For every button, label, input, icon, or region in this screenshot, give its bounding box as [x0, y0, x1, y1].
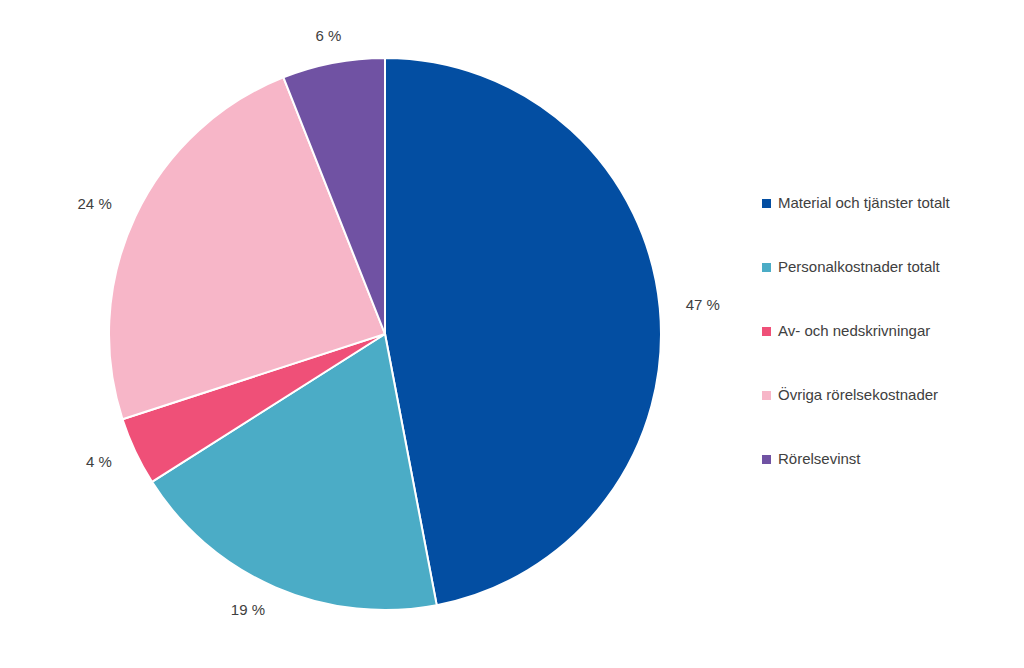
legend-label: Material och tjänster totalt	[778, 194, 951, 211]
legend-swatch	[762, 391, 771, 400]
legend-item: Personalkostnader totalt	[762, 258, 941, 275]
data-label: 6 %	[315, 27, 341, 44]
pie-slice	[385, 58, 661, 605]
legend-label: Övriga rörelsekostnader	[778, 386, 938, 403]
pie	[109, 58, 661, 610]
legend-label: Av- och nedskrivningar	[778, 322, 930, 339]
legend-swatch	[762, 199, 771, 208]
data-label: 47 %	[686, 296, 720, 313]
legend-item: Övriga rörelsekostnader	[762, 386, 938, 403]
legend-swatch	[762, 327, 771, 336]
legend-swatch	[762, 263, 771, 272]
legend-item: Material och tjänster totalt	[762, 194, 951, 211]
legend-label: Rörelsevinst	[778, 450, 861, 467]
legend-label: Personalkostnader totalt	[778, 258, 941, 275]
chart: 47 % 19 % 4 % 24 % 6 % Material och tjänster …	[0, 0, 1024, 668]
legend-swatch	[762, 455, 771, 464]
data-label: 19 %	[231, 601, 265, 618]
data-label: 4 %	[86, 453, 112, 470]
data-label: 24 %	[78, 195, 112, 212]
data-labels: 47 % 19 % 4 % 24 % 6 %	[78, 27, 720, 618]
legend: Material och tjänster totalt Personalkost…	[762, 194, 951, 467]
legend-item: Rörelsevinst	[762, 450, 861, 467]
legend-item: Av- och nedskrivningar	[762, 322, 930, 339]
pie-slice	[283, 58, 385, 334]
